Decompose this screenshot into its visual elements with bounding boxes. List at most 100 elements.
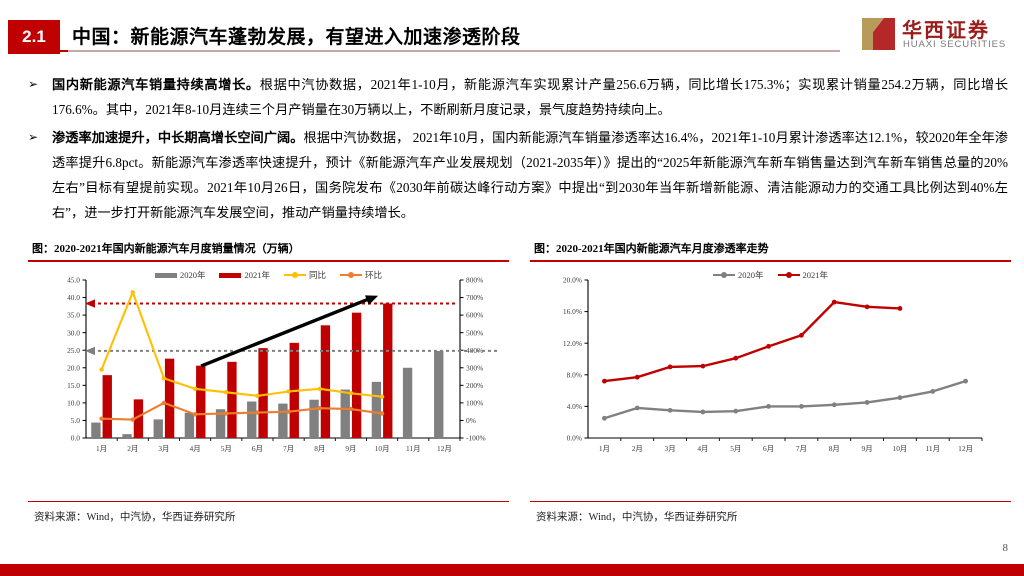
- svg-text:8.0%: 8.0%: [567, 370, 582, 379]
- chart-panel-monthly-sales: 图：2020-2021年国内新能源汽车月度销量情况（万辆） 2020年 2021…: [28, 240, 509, 530]
- paragraph-2-body: 根据中汽协数据， 2021年10月，国内新能源汽车销量渗透率达16.4%，202…: [52, 130, 1009, 220]
- legend-swatch-mom: [340, 272, 363, 278]
- chart-source-monthly-sales: 资料来源：Wind，中汽协，华西证券研究所: [34, 512, 236, 523]
- svg-text:8月: 8月: [829, 444, 840, 453]
- chart-source-penetration: 资料来源：Wind，中汽协，华西证券研究所: [536, 512, 738, 523]
- logo-text-cn: 华西证券: [902, 20, 990, 42]
- svg-text:3月: 3月: [158, 444, 169, 453]
- chart-title-divider: [28, 260, 509, 262]
- legend-swatch-2021: [219, 272, 242, 278]
- svg-text:4月: 4月: [697, 444, 708, 453]
- slide-header: 2.1 中国：新能源汽车蓬勃发展，有望进入加速渗透阶段: [0, 20, 1024, 56]
- svg-text:11月: 11月: [925, 444, 940, 453]
- paragraph-2: ➢ 渗透率加速提升，中长期高增长空间广阔。根据中汽协数据， 2021年10月，国…: [18, 125, 1008, 225]
- legend-swatch-2021: [777, 272, 800, 278]
- svg-text:20.0: 20.0: [67, 363, 80, 372]
- svg-text:40.0: 40.0: [67, 293, 80, 302]
- svg-text:0.0: 0.0: [71, 434, 81, 443]
- chart-title-monthly-sales: 图：2020-2021年国内新能源汽车月度销量情况（万辆）: [32, 243, 300, 255]
- svg-text:25.0: 25.0: [67, 346, 80, 355]
- svg-text:12月: 12月: [437, 444, 452, 453]
- svg-text:35.0: 35.0: [67, 311, 80, 320]
- chart-panel-penetration: 图：2020-2021年国内新能源汽车月度渗透率走势 2020年 2021年 0…: [530, 240, 1011, 530]
- svg-text:3月: 3月: [665, 444, 676, 453]
- paragraph-1-lead: 国内新能源汽车销量持续高增长。: [52, 77, 260, 92]
- legend-swatch-2020: [712, 272, 735, 278]
- section-number: 2.1: [8, 20, 60, 54]
- svg-text:6月: 6月: [252, 444, 263, 453]
- legend-item-yoy: 同比: [284, 269, 326, 281]
- svg-text:200%: 200%: [466, 381, 483, 390]
- legend-item-2021: 2021年: [219, 269, 270, 281]
- legend-label-yoy: 同比: [309, 270, 327, 280]
- legend-item-2020: 2020年: [712, 269, 764, 281]
- footer-bar: [0, 564, 1024, 576]
- page-number: 8: [1002, 542, 1009, 554]
- legend-label-2020: 2020年: [179, 270, 206, 280]
- svg-text:700%: 700%: [466, 293, 483, 302]
- legend-swatch-2020: [154, 272, 177, 278]
- svg-text:5月: 5月: [730, 444, 741, 453]
- svg-text:1月: 1月: [599, 444, 610, 453]
- svg-text:2月: 2月: [127, 444, 138, 453]
- svg-text:500%: 500%: [466, 328, 483, 337]
- paragraph-2-lead: 渗透率加速提升，中长期高增长空间广阔。: [52, 130, 304, 145]
- svg-text:9月: 9月: [345, 444, 356, 453]
- svg-text:20.0%: 20.0%: [563, 276, 582, 285]
- chart-legend-monthly-sales: 2020年 2021年 同比 环比: [28, 266, 509, 284]
- paragraph-1: ➢ 国内新能源汽车销量持续高增长。根据中汽协数据，2021年1-10月，新能源汽…: [18, 72, 1008, 122]
- svg-text:100%: 100%: [466, 398, 483, 407]
- chart-title-divider: [530, 260, 1011, 262]
- svg-text:7月: 7月: [283, 444, 294, 453]
- chart-svg-monthly-sales: 0.0 5.0 10.0 15.0 20.0 25.0 30.0 35.0 40.0 45.0 -1…: [67, 276, 498, 453]
- svg-text:12.0%: 12.0%: [563, 339, 582, 348]
- svg-text:600%: 600%: [466, 311, 483, 320]
- svg-text:7月: 7月: [796, 444, 807, 453]
- chart-footer-divider: [530, 500, 1011, 502]
- paragraph-1-text: 国内新能源汽车销量持续高增长。根据中汽协数据，2021年1-10月，新能源汽车实…: [52, 72, 1008, 122]
- svg-text:15.0: 15.0: [67, 381, 80, 390]
- header-divider-accent: [8, 50, 68, 52]
- svg-text:10月: 10月: [893, 444, 908, 453]
- svg-text:45.0: 45.0: [67, 276, 80, 285]
- body-content: ➢ 国内新能源汽车销量持续高增长。根据中汽协数据，2021年1-10月，新能源汽…: [18, 72, 1008, 228]
- svg-text:4月: 4月: [190, 444, 201, 453]
- svg-text:12月: 12月: [958, 444, 973, 453]
- svg-text:-100%: -100%: [466, 434, 486, 443]
- chart-legend-penetration: 2020年 2021年: [530, 266, 1011, 284]
- svg-text:6月: 6月: [763, 444, 774, 453]
- svg-text:2月: 2月: [632, 444, 643, 453]
- legend-item-2020: 2020年: [154, 269, 206, 281]
- svg-text:10.0: 10.0: [67, 398, 80, 407]
- svg-text:10月: 10月: [375, 444, 390, 453]
- brand-logo: 华西证券 HUAXI SECURITIES: [862, 14, 1010, 58]
- paragraph-2-text: 渗透率加速提升，中长期高增长空间广阔。根据中汽协数据， 2021年10月，国内新…: [52, 125, 1008, 225]
- svg-text:300%: 300%: [466, 363, 483, 372]
- svg-text:5.0: 5.0: [71, 416, 81, 425]
- bullet-icon: ➢: [28, 130, 39, 144]
- svg-text:16.0%: 16.0%: [563, 307, 582, 316]
- svg-text:4.0%: 4.0%: [567, 402, 582, 411]
- bullet-icon: ➢: [28, 77, 39, 91]
- legend-label-2021: 2021年: [244, 270, 270, 280]
- svg-text:0.0%: 0.0%: [567, 434, 582, 443]
- legend-item-mom: 环比: [340, 269, 382, 281]
- legend-swatch-yoy: [284, 272, 306, 278]
- svg-text:800%: 800%: [466, 276, 483, 285]
- svg-text:0%: 0%: [466, 416, 476, 425]
- page-title: 中国：新能源汽车蓬勃发展，有望进入加速渗透阶段: [72, 27, 521, 48]
- logo-mark-icon: [862, 18, 895, 50]
- svg-text:9月: 9月: [862, 444, 873, 453]
- chart-monthly-sales: 2020年 2021年 同比 环比 0.0 5.0 10.0 15.0 20.0 25.0…: [28, 266, 509, 498]
- svg-text:5月: 5月: [221, 444, 232, 453]
- logo-text-en: HUAXI SECURITIES: [903, 39, 1007, 50]
- svg-text:30.0: 30.0: [67, 328, 80, 337]
- legend-label-mom: 环比: [365, 270, 383, 280]
- legend-label-2020: 2020年: [737, 270, 764, 280]
- svg-text:1月: 1月: [96, 444, 107, 453]
- chart-penetration: 2020年 2021年 0.0% 4.0% 8.0% 12.0% 16.0% 20.0% 1…: [530, 266, 1011, 498]
- legend-label-2021: 2021年: [802, 270, 829, 280]
- svg-text:8月: 8月: [314, 444, 325, 453]
- svg-text:400%: 400%: [466, 346, 483, 355]
